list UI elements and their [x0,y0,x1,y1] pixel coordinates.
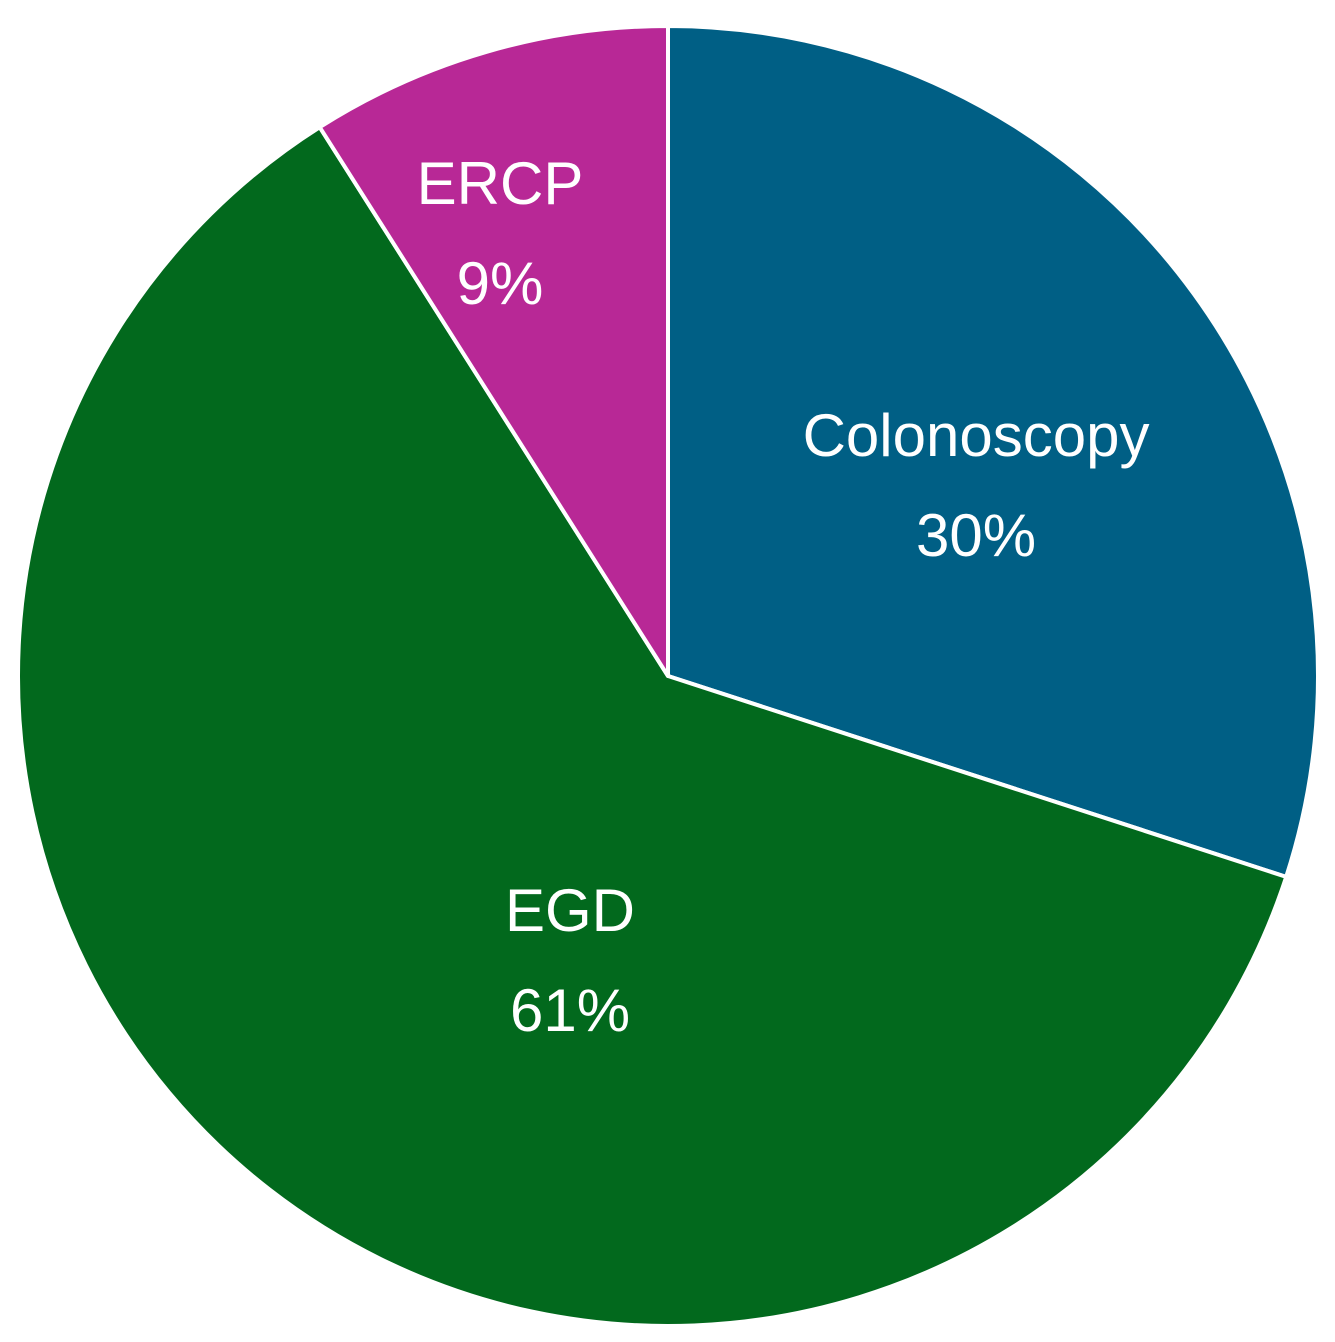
pie-slice-colonoscopy [666,24,1320,879]
slice-label-colonoscopy: Colonoscopy [803,402,1150,469]
slice-label-egd: EGD [505,877,635,944]
pie-slice-egd [16,125,1289,1328]
pie-slice-ercp [317,24,670,678]
slice-value-egd: 61% [510,977,630,1044]
slice-value-colonoscopy: 30% [916,502,1036,569]
pie-labels: Colonoscopy 30% EGD 61% ERCP 9% [417,150,1150,1044]
pie-slices [16,24,1320,1328]
slice-value-ercp: 9% [457,250,544,317]
slice-label-ercp: ERCP [417,150,584,217]
